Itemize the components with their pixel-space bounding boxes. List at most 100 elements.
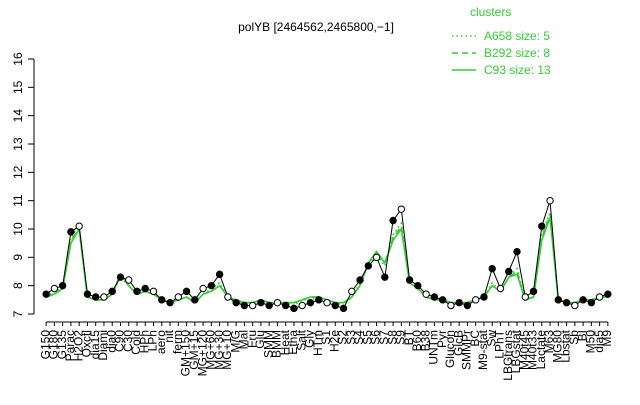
- gene-point: [604, 290, 612, 298]
- gene-point: [67, 228, 75, 236]
- gene-point: [199, 284, 207, 293]
- x-tick-label: G135: [55, 330, 69, 360]
- gene-point: [488, 264, 496, 273]
- x-tick-label: SMM: [261, 330, 275, 358]
- x-tick-label: Oxctl: [80, 330, 94, 357]
- x-tick-label: C90: [113, 330, 127, 352]
- gene-point: [174, 293, 183, 301]
- gene-point: [215, 270, 224, 279]
- gene-point: [42, 290, 50, 298]
- chart-title: polYB [2464562,2465800,−1]: [238, 20, 394, 34]
- gene-point: [414, 281, 422, 290]
- x-tick-label: Lactate: [534, 330, 548, 370]
- x-tick-label: S5: [360, 330, 374, 345]
- x-tick-label: S1: [319, 330, 333, 345]
- x-tick-label: Parac: [63, 330, 77, 361]
- x-tick-label: S4: [352, 330, 366, 345]
- x-tick-label: Etha: [286, 330, 300, 355]
- x-tick-label: UNTm: [427, 330, 441, 365]
- gene-point: [58, 281, 67, 290]
- y-tick-label: 13: [11, 137, 25, 151]
- gene-point: [447, 301, 455, 310]
- y-tick-label: 7: [11, 310, 25, 317]
- x-tick-label: dia0: [104, 330, 118, 353]
- x-tick-label: MG+10: [220, 330, 234, 370]
- x-tick-label: C30: [121, 330, 135, 352]
- gene-point: [248, 301, 257, 310]
- x-tick-label: Fru: [245, 330, 259, 348]
- cluster-line: [45, 211, 608, 307]
- x-tick-label: BC: [468, 330, 482, 347]
- gene-point: [389, 216, 397, 225]
- gene-point: [562, 298, 571, 307]
- x-tick-label: BI: [575, 330, 589, 341]
- gene-point: [505, 267, 513, 276]
- gene-point: [438, 296, 447, 304]
- x-tick-label: Salt: [294, 329, 308, 350]
- x-tick-label: S9: [394, 330, 408, 345]
- y-tick-label: 15: [11, 80, 25, 94]
- gene-point: [546, 196, 554, 205]
- gene-point: [455, 298, 463, 307]
- gene-point: [306, 298, 315, 307]
- gene-point: [480, 293, 488, 301]
- x-tick-label: M/G: [228, 330, 242, 353]
- gene-point: [538, 222, 546, 230]
- x-tick-label: Mal: [237, 330, 251, 349]
- x-tick-label: G180: [47, 330, 61, 360]
- gene-point: [158, 296, 166, 304]
- gene-point: [323, 298, 331, 307]
- gene-point: [50, 284, 59, 293]
- gene-point: [298, 301, 306, 310]
- gene-point: [513, 247, 521, 256]
- y-tick-label: 11: [11, 194, 25, 207]
- gene-point: [133, 287, 141, 296]
- legend-label: C93 size: 13: [484, 63, 551, 77]
- gene-point: [463, 301, 472, 310]
- x-tick-label: MG+30: [212, 330, 226, 370]
- gene-point: [290, 304, 298, 313]
- x-tick-label: HPh: [137, 330, 151, 353]
- gene-point: [281, 301, 290, 310]
- x-tick-label: MG80: [550, 330, 564, 363]
- gene-point: [75, 222, 83, 230]
- gene-point: [364, 262, 373, 270]
- gene-point: [273, 298, 282, 307]
- x-tick-label: Lbstat: [559, 329, 573, 362]
- x-tick-label: Diami: [96, 330, 110, 361]
- x-tick-label: M50: [584, 330, 598, 354]
- gene-point: [116, 273, 125, 281]
- gene-point: [265, 301, 273, 310]
- x-tick-label: LPhT: [493, 329, 507, 358]
- x-tick-label: BMM: [270, 330, 284, 358]
- legend-title: clusters: [470, 5, 511, 19]
- x-tick-label: nit: [162, 329, 176, 342]
- y-tick-label: 14: [11, 109, 25, 123]
- gene-point: [521, 293, 529, 301]
- x-tick-label: aero: [154, 330, 168, 354]
- gene-point: [257, 298, 265, 307]
- gene-point: [166, 298, 174, 307]
- gene-point: [372, 253, 381, 262]
- gene-point: [207, 281, 216, 290]
- gene-point: [315, 296, 323, 304]
- gene-point: [149, 287, 158, 296]
- gene-point: [405, 276, 414, 284]
- x-tick-label: MG+120: [195, 330, 209, 377]
- x-tick-label: LBGstat: [509, 329, 523, 373]
- gene-point: [496, 284, 505, 293]
- x-tick-label: S3: [344, 330, 358, 345]
- y-tick-label: 10: [11, 222, 25, 236]
- y-tick-label: 16: [11, 52, 25, 66]
- gene-point: [224, 293, 232, 301]
- x-tick-label: M9-stat: [476, 329, 490, 370]
- x-tick-label: Sb: [567, 330, 581, 345]
- gene-point: [579, 296, 587, 304]
- x-tick-label: B60: [410, 330, 424, 352]
- gene-point: [108, 287, 116, 296]
- x-tick-label: M40t45: [517, 330, 531, 370]
- gene-point: [356, 276, 364, 284]
- x-tick-label: S2: [336, 330, 350, 345]
- x-tick-label: BT: [402, 329, 416, 345]
- x-tick-label: G150: [38, 330, 52, 360]
